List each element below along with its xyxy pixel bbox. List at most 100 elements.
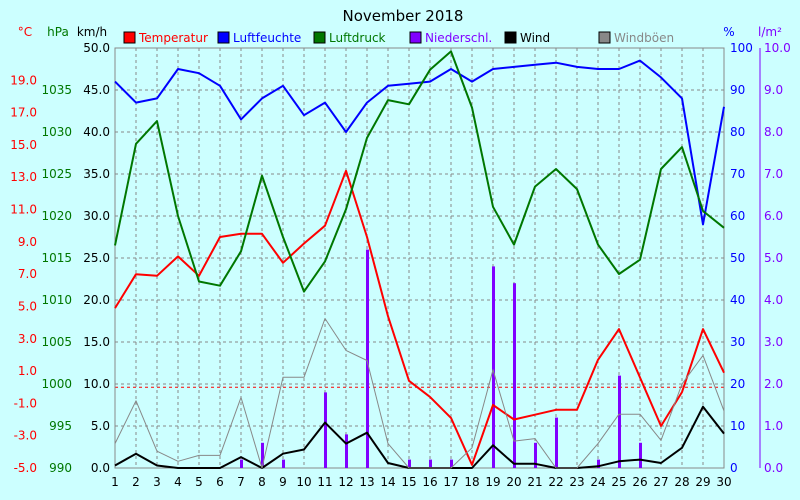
x-tick-label: 21 <box>527 475 542 489</box>
celsius-tick-label: 17.0 <box>10 106 37 120</box>
kmh-tick-label: 35.0 <box>83 167 110 181</box>
x-tick-label: 19 <box>485 475 500 489</box>
niederschl-bar <box>639 442 642 468</box>
legend-swatch-luftdruck <box>313 31 326 44</box>
hpa-tick-label: 1000 <box>41 377 72 391</box>
legend-swatch-temperatur <box>123 31 136 44</box>
x-tick-label: 11 <box>317 475 332 489</box>
percent-tick-label: 0 <box>730 461 738 475</box>
celsius-tick-label: 3.0 <box>18 332 37 346</box>
precip-tick-label: 8.0 <box>764 125 783 139</box>
kmh-tick-label: 5.0 <box>91 419 110 433</box>
percent-axis-unit: % <box>723 25 734 39</box>
x-tick-label: 30 <box>716 475 731 489</box>
kmh-axis-unit: km/h <box>77 25 107 39</box>
niederschl-bar <box>282 459 285 468</box>
x-tick-label: 15 <box>401 475 416 489</box>
hpa-tick-label: 1025 <box>41 167 72 181</box>
x-tick-label: 5 <box>195 475 203 489</box>
axis-layer: -5.0-3.0-1.01.03.05.07.09.011.013.015.01… <box>10 25 790 489</box>
precip-tick-label: 9.0 <box>764 83 783 97</box>
x-tick-label: 10 <box>296 475 311 489</box>
percent-tick-label: 50 <box>730 251 745 265</box>
kmh-tick-label: 10.0 <box>83 377 110 391</box>
percent-tick-label: 70 <box>730 167 745 181</box>
celsius-axis-unit: °C <box>18 25 32 39</box>
niederschl-bar <box>345 434 348 468</box>
x-tick-label: 26 <box>632 475 647 489</box>
kmh-tick-label: 20.0 <box>83 293 110 307</box>
legend-label-windb-en: Windböen <box>614 31 674 45</box>
x-tick-label: 4 <box>174 475 182 489</box>
percent-tick-label: 90 <box>730 83 745 97</box>
x-tick-label: 23 <box>569 475 584 489</box>
percent-tick-label: 60 <box>730 209 745 223</box>
niederschl-bar <box>534 442 537 468</box>
percent-tick-label: 10 <box>730 419 745 433</box>
kmh-tick-label: 0.0 <box>91 461 110 475</box>
precip-tick-label: 3.0 <box>764 335 783 349</box>
chart-title: November 2018 <box>343 7 464 25</box>
legend-label-temperatur: Temperatur <box>138 31 208 45</box>
x-tick-label: 2 <box>132 475 140 489</box>
kmh-tick-label: 45.0 <box>83 83 110 97</box>
niederschl-bar <box>513 283 516 468</box>
precip-tick-label: 10.0 <box>764 41 791 55</box>
celsius-tick-label: 13.0 <box>10 170 37 184</box>
kmh-tick-label: 15.0 <box>83 335 110 349</box>
luftfeuchte-line <box>114 59 725 226</box>
x-tick-label: 22 <box>548 475 563 489</box>
kmh-tick-label: 40.0 <box>83 125 110 139</box>
hpa-tick-label: 990 <box>49 461 72 475</box>
x-tick-label: 6 <box>216 475 224 489</box>
kmh-tick-label: 30.0 <box>83 209 110 223</box>
percent-tick-label: 40 <box>730 293 745 307</box>
percent-tick-label: 80 <box>730 125 745 139</box>
x-tick-label: 25 <box>611 475 626 489</box>
celsius-tick-label: 5.0 <box>18 299 37 313</box>
series-lines <box>114 50 725 469</box>
hpa-tick-label: 1005 <box>41 335 72 349</box>
celsius-tick-label: 7.0 <box>18 267 37 281</box>
percent-tick-label: 20 <box>730 377 745 391</box>
celsius-tick-label: -3.0 <box>14 429 37 443</box>
hpa-tick-label: 1020 <box>41 209 72 223</box>
luftdruck-line <box>114 50 725 293</box>
x-tick-label: 1 <box>111 475 119 489</box>
niederschl-bar <box>261 442 264 468</box>
celsius-tick-label: -1.0 <box>14 396 37 410</box>
x-tick-label: 18 <box>464 475 479 489</box>
hpa-tick-label: 1015 <box>41 251 72 265</box>
niederschl-bar <box>597 459 600 468</box>
niederschl-bar <box>429 459 432 468</box>
precip-tick-label: 5.0 <box>764 251 783 265</box>
hpa-tick-label: 1035 <box>41 83 72 97</box>
legend: Temperatur Luftfeuchte Luftdruck Niederschl… <box>123 31 674 45</box>
grid-layer <box>114 47 725 469</box>
x-tick-label: 16 <box>422 475 437 489</box>
legend-label-niederschl: Niederschl. <box>425 31 492 45</box>
x-tick-label: 3 <box>153 475 161 489</box>
celsius-tick-label: 1.0 <box>18 364 37 378</box>
windb-en-line <box>114 318 725 469</box>
legend-label-luftdruck: Luftdruck <box>329 31 386 45</box>
legend-label-wind: Wind <box>520 31 550 45</box>
celsius-tick-label: -5.0 <box>14 461 37 475</box>
x-tick-label: 28 <box>674 475 689 489</box>
percent-tick-label: 100 <box>730 41 753 55</box>
precip-tick-label: 7.0 <box>764 167 783 181</box>
precip-tick-label: 2.0 <box>764 377 783 391</box>
hpa-tick-label: 1030 <box>41 125 72 139</box>
hpa-axis-unit: hPa <box>47 25 69 39</box>
precip-tick-label: 6.0 <box>764 209 783 223</box>
precip-axis-unit: l/m² <box>758 25 782 39</box>
niederschl-bar <box>492 266 495 468</box>
x-tick-label: 7 <box>237 475 245 489</box>
precip-tick-label: 0.0 <box>764 461 783 475</box>
celsius-tick-label: 9.0 <box>18 235 37 249</box>
x-tick-label: 13 <box>359 475 374 489</box>
niederschl-bar <box>618 375 621 468</box>
x-tick-label: 12 <box>338 475 353 489</box>
celsius-tick-label: 15.0 <box>10 138 37 152</box>
